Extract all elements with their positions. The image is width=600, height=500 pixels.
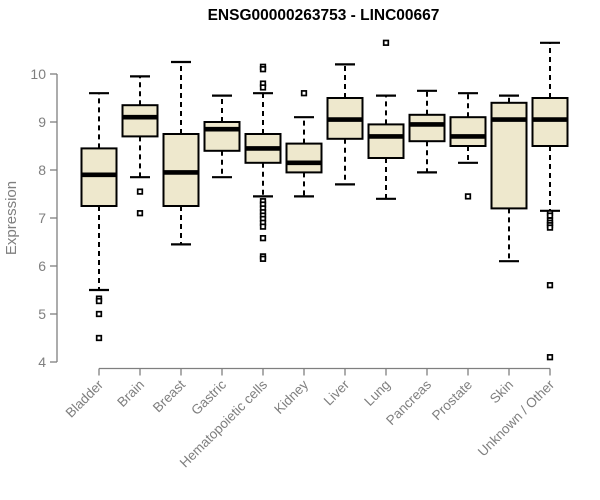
outlier-point — [259, 66, 267, 73]
outlier-point — [259, 223, 267, 230]
iqr-box — [367, 123, 405, 159]
iqr-box — [121, 104, 159, 138]
outlier-point — [546, 212, 554, 219]
outlier-point — [259, 255, 267, 262]
y-tick-label: 9 — [38, 114, 46, 130]
iqr-box — [449, 116, 487, 147]
y-tick-label: 6 — [38, 258, 46, 274]
x-category-label: Unknown / Other — [475, 377, 558, 460]
x-category-label: Skin — [487, 377, 516, 406]
x-category-label: Liver — [321, 377, 353, 409]
outlier-point — [95, 297, 103, 305]
y-tick-label: 7 — [38, 210, 46, 226]
iqr-box — [162, 133, 200, 207]
x-category-label: Lung — [361, 377, 393, 409]
x-category-label: Breast — [150, 377, 188, 415]
outlier-point — [259, 235, 267, 242]
outlier-point — [546, 282, 554, 289]
y-axis-title: Expression — [3, 181, 20, 255]
outlier-point — [464, 193, 472, 200]
outlier-point — [95, 310, 103, 318]
x-category-label: Bladder — [63, 377, 107, 421]
outlier-point — [382, 39, 390, 46]
outlier-point — [136, 188, 144, 195]
iqr-box — [285, 142, 323, 174]
outlier-point — [95, 334, 103, 342]
iqr-box — [203, 121, 241, 152]
chart-title: ENSG00000263753 - LINC00667 — [207, 7, 440, 24]
y-tick-label: 4 — [38, 354, 46, 370]
outlier-point — [546, 224, 554, 231]
iqr-box — [531, 97, 569, 147]
outlier-point — [546, 354, 554, 361]
outlier-point — [136, 210, 144, 217]
x-category-label: Pancreas — [383, 377, 434, 428]
iqr-box — [408, 113, 446, 143]
x-category-label: Gastric — [188, 377, 229, 418]
y-tick-label: 5 — [38, 306, 46, 322]
outlier-point — [300, 90, 308, 97]
iqr-box — [80, 147, 118, 207]
outlier-point — [259, 84, 267, 91]
y-tick-label: 10 — [30, 66, 46, 82]
y-tick-label: 8 — [38, 162, 46, 178]
x-category-label: Kidney — [271, 377, 311, 417]
x-category-label: Prostate — [429, 377, 475, 423]
x-category-label: Brain — [114, 377, 147, 410]
